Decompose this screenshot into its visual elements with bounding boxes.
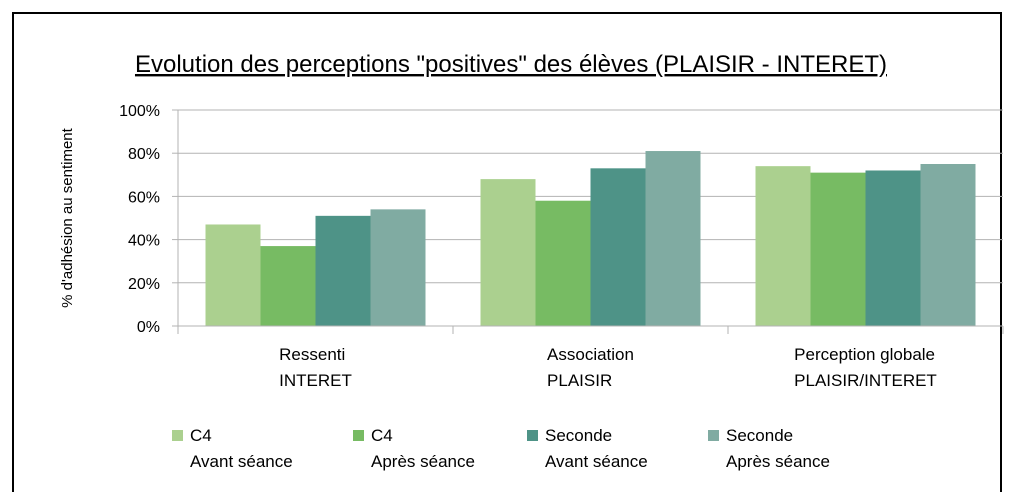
page: {"chart_data": {"type": "bar", "title": … [12, 12, 1004, 492]
y-tick-label: 20% [128, 276, 160, 293]
y-tick-label: 80% [128, 146, 160, 163]
y-tick-label: 0% [137, 319, 160, 336]
bar [370, 209, 426, 326]
legend-label: C4 Après séance [371, 426, 475, 471]
bar [755, 166, 811, 326]
legend-swatch [708, 430, 719, 441]
y-axis-label: % d'adhésion au sentiment [59, 127, 76, 307]
bar [260, 246, 316, 326]
x-tick-label: Ressenti INTERET [279, 345, 352, 390]
legend-label: Seconde Après séance [726, 426, 830, 471]
bar [535, 200, 591, 326]
x-tick-label: Perception globale PLAISIR/INTERET [794, 345, 937, 390]
x-tick-label: Association PLAISIR [547, 345, 634, 390]
bar [480, 179, 536, 326]
chart-title: Evolution des perceptions "positives" de… [135, 51, 887, 78]
y-tick-label: 40% [128, 233, 160, 250]
legend-swatch [527, 430, 538, 441]
legend-swatch [353, 430, 364, 441]
bar [315, 215, 371, 326]
legend-swatch [172, 430, 183, 441]
bar [205, 224, 261, 326]
bar [920, 164, 976, 326]
bar [590, 168, 646, 326]
bar [645, 151, 701, 326]
bar [865, 170, 921, 326]
y-tick-label: 60% [128, 189, 160, 206]
chart: Evolution des perceptions "positives" de… [59, 51, 1004, 441]
y-tick-label: 100% [119, 103, 160, 120]
chart-frame [12, 12, 1002, 492]
legend-label: Seconde Avant séance [545, 426, 648, 471]
legend-label: C4 Avant séance [190, 426, 293, 471]
bar [810, 172, 866, 326]
